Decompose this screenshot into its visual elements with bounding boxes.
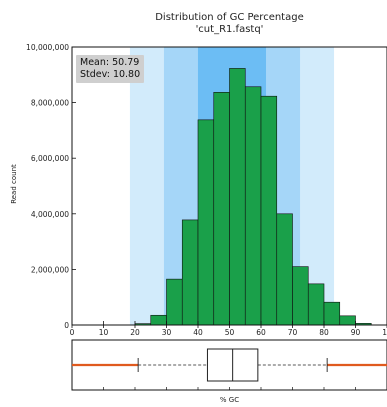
x-tick-label: 60 xyxy=(256,328,266,337)
y-tick-label: 6,000,000 xyxy=(31,154,69,163)
histogram-bar xyxy=(339,315,356,326)
x-tick-label: 20 xyxy=(130,328,140,337)
histogram-bar xyxy=(244,86,262,326)
stats-box: Mean: 50.79 Stdev: 10.80 xyxy=(76,55,145,83)
histogram-bar xyxy=(292,266,309,326)
x-tick-label: 70 xyxy=(288,328,298,337)
stdev-label: Stdev: 10.80 xyxy=(80,69,141,80)
x-tick-label: 0 xyxy=(70,328,75,337)
x-tick-label: 80 xyxy=(319,328,329,337)
x-tick-label: 10 xyxy=(99,328,109,337)
y-tick-label: 0 xyxy=(64,321,69,330)
x-tick-label: 30 xyxy=(162,328,172,337)
histogram-bar xyxy=(276,213,293,326)
histogram-bar xyxy=(323,301,341,326)
histogram-bar xyxy=(181,219,199,326)
histogram-bar xyxy=(166,278,183,326)
x-tick-label: 40 xyxy=(193,328,203,337)
histogram-bar xyxy=(213,92,230,326)
histogram-bar xyxy=(260,95,278,326)
x-tick-label: 50 xyxy=(225,328,235,337)
y-tick-label: 8,000,000 xyxy=(31,99,69,108)
y-tick-label: 10,000,000 xyxy=(26,43,69,52)
x-tick-label: 90 xyxy=(351,328,361,337)
chart-title: Distribution of GC Percentage xyxy=(155,12,304,23)
histogram-bar xyxy=(229,68,246,326)
x-tick-label: 10 xyxy=(382,328,387,337)
y-axis-label: Read count xyxy=(10,164,18,204)
histogram-bar xyxy=(150,314,167,326)
chart-subtitle: 'cut_R1.fastq' xyxy=(195,24,264,35)
histogram-bar xyxy=(197,119,215,326)
histogram-bar xyxy=(307,283,325,326)
mean-label: Mean: 50.79 xyxy=(80,57,140,68)
x-axis-label: % GC xyxy=(219,396,240,404)
y-tick-label: 4,000,000 xyxy=(31,210,69,219)
y-tick-label: 2,000,000 xyxy=(31,265,69,274)
